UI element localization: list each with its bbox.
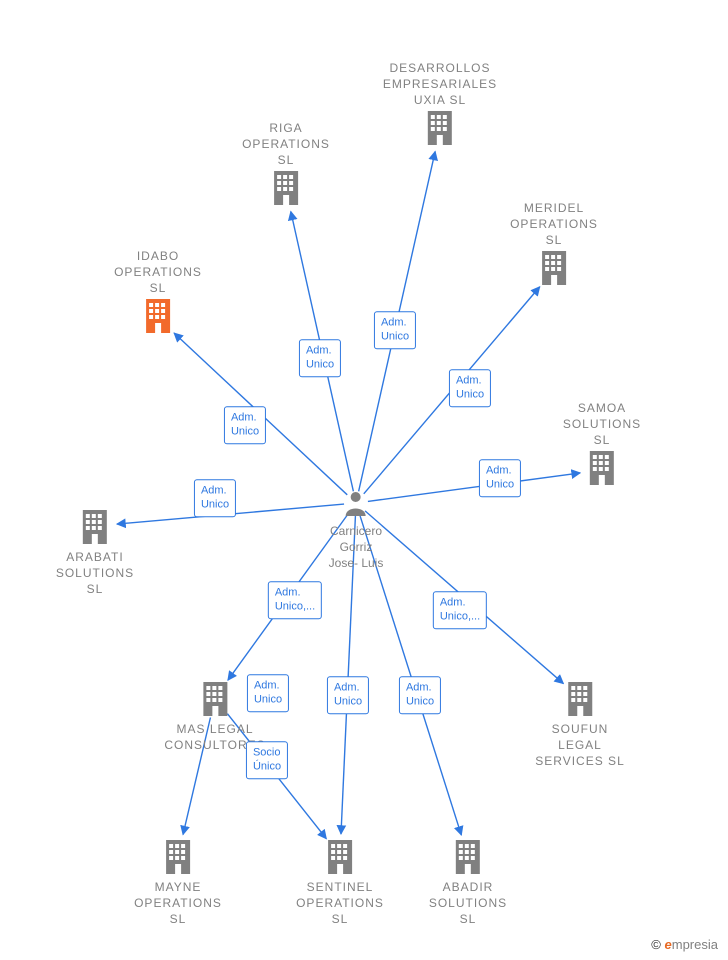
person-icon — [329, 490, 384, 521]
building-icon — [242, 169, 330, 210]
company-node-soufun: SOUFUNLEGALSERVICES SL — [535, 680, 624, 770]
company-node-sentinel: SENTINELOPERATIONSSL — [296, 838, 384, 928]
edge-label: Adm.Unico — [374, 311, 416, 349]
company-node-arabati: ARABATISOLUTIONSSL — [56, 508, 134, 598]
edge-label: Adm.Unico,... — [268, 581, 322, 619]
company-label: MERIDELOPERATIONSSL — [510, 200, 598, 249]
company-label: ABADIRSOLUTIONSSL — [429, 879, 507, 928]
copyright: © empresia — [651, 937, 718, 952]
edge-label: Adm.Unico — [449, 369, 491, 407]
company-node-abadir: ABADIRSOLUTIONSSL — [429, 838, 507, 928]
building-icon — [535, 680, 624, 721]
company-label: SOUFUNLEGALSERVICES SL — [535, 721, 624, 770]
edge-label: Adm.Unico — [299, 339, 341, 377]
edge-label: Adm.Unico — [399, 676, 441, 714]
company-node-idabo: IDABOOPERATIONSSL — [114, 248, 202, 338]
company-label: ARABATISOLUTIONSSL — [56, 549, 134, 598]
edge-label: SocioÚnico — [246, 741, 288, 779]
company-node-uxia: DESARROLLOSEMPRESARIALESUXIA SL — [383, 60, 497, 150]
building-icon — [510, 249, 598, 290]
person-node: CarniceroGorrizJose- Luis — [329, 490, 384, 572]
building-icon — [114, 297, 202, 338]
copyright-symbol: © — [651, 937, 661, 952]
building-icon — [383, 109, 497, 150]
company-label: IDABOOPERATIONSSL — [114, 248, 202, 297]
company-label: RIGAOPERATIONSSL — [242, 120, 330, 169]
company-node-samoa: SAMOASOLUTIONSSL — [563, 400, 641, 490]
company-node-meridel: MERIDELOPERATIONSSL — [510, 200, 598, 290]
building-icon — [563, 449, 641, 490]
edge-label: Adm.Unico — [194, 479, 236, 517]
company-label: MAYNEOPERATIONSSL — [134, 879, 222, 928]
company-label: DESARROLLOSEMPRESARIALESUXIA SL — [383, 60, 497, 109]
edge-label: Adm.Unico — [247, 674, 289, 712]
brand-rest: mpresia — [672, 937, 718, 952]
edge-label: Adm.Unico — [479, 459, 521, 497]
edge-label: Adm.Unico — [327, 676, 369, 714]
company-node-mayne: MAYNEOPERATIONSSL — [134, 838, 222, 928]
building-icon — [296, 838, 384, 879]
company-label: SAMOASOLUTIONSSL — [563, 400, 641, 449]
building-icon — [56, 508, 134, 549]
brand-e: e — [665, 937, 672, 952]
company-label: SENTINELOPERATIONSSL — [296, 879, 384, 928]
person-label: CarniceroGorrizJose- Luis — [329, 523, 384, 572]
company-node-riga: RIGAOPERATIONSSL — [242, 120, 330, 210]
building-icon — [134, 838, 222, 879]
building-icon — [429, 838, 507, 879]
edge — [368, 473, 580, 501]
edge-label: Adm.Unico,... — [433, 591, 487, 629]
edge-label: Adm.Unico — [224, 406, 266, 444]
